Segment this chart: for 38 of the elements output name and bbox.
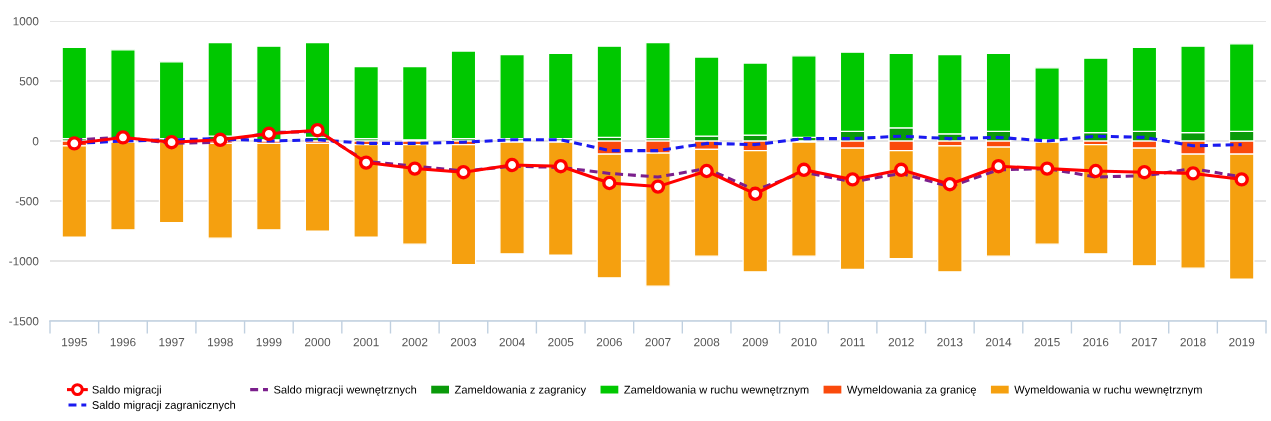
- legend-label: Saldo migracji wewnętrznych: [274, 385, 417, 396]
- x-tick-label: 2017: [1131, 337, 1157, 347]
- legend-label: Zameldowania z zagranicy: [454, 385, 587, 396]
- x-tick-label: 2006: [596, 337, 622, 347]
- x-tick-label: 2009: [742, 337, 768, 347]
- x-tick-label: 2008: [694, 337, 720, 347]
- x-tick-label: 1997: [159, 337, 185, 347]
- x-tick-label: 2014: [985, 337, 1012, 347]
- x-tick-label: 1998: [208, 337, 233, 347]
- x-tick-label: 1995: [62, 337, 87, 347]
- x-tick-label: 2019: [1229, 337, 1255, 347]
- x-tick-label: 2005: [548, 337, 574, 347]
- y-tick-label: 0: [32, 137, 39, 146]
- x-tick-label: 1999: [256, 337, 282, 347]
- y-tick-label: -500: [15, 197, 39, 206]
- x-tick-label: 2002: [402, 337, 428, 347]
- legend-label: Wymeldowania w ruchu wewnętrznym: [1014, 385, 1202, 396]
- x-tick-label: 2007: [645, 337, 671, 347]
- legend-label: Zameldowania w ruchu wewnętrznym: [624, 385, 809, 396]
- legend-label: Wymeldowania za granicę: [846, 385, 976, 396]
- x-tick-label: 2016: [1083, 337, 1109, 347]
- x-tick-label: 2000: [304, 337, 331, 347]
- x-tick-label: 2013: [937, 337, 963, 347]
- x-tick-label: 2004: [499, 337, 525, 347]
- x-tick-label: 2001: [353, 337, 379, 347]
- x-tick-label: 2010: [791, 337, 817, 347]
- y-tick-label: -1500: [9, 317, 39, 326]
- x-tick-label: 2018: [1180, 337, 1206, 347]
- x-tick-label: 2003: [450, 337, 477, 347]
- x-tick-label: 2012: [888, 337, 914, 347]
- legend-label: Saldo migracji zagranicznych: [92, 400, 236, 412]
- x-tick-label: 2011: [840, 337, 865, 347]
- x-tick-label: 1996: [110, 337, 136, 347]
- x-tick-label: 2015: [1034, 337, 1060, 347]
- y-tick-label: 1000: [13, 17, 39, 26]
- y-tick-label: 500: [19, 77, 39, 86]
- y-tick-label: -1000: [9, 257, 39, 266]
- legend-label: Saldo migracji: [92, 385, 161, 396]
